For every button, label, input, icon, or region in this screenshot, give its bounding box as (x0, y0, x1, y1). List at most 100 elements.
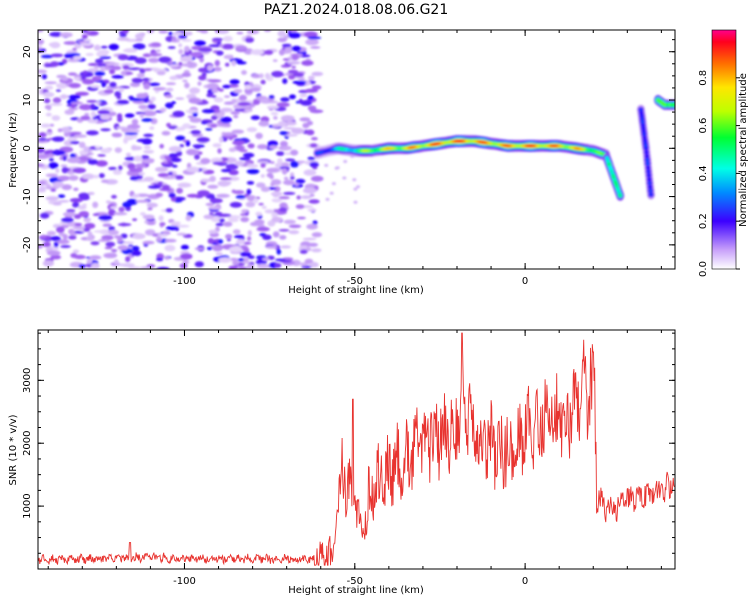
noise-cell (168, 171, 174, 176)
noise-cell (134, 57, 147, 64)
noise-cell (108, 229, 119, 236)
ridge-cell (648, 185, 653, 189)
noise-cell (207, 79, 222, 83)
noise-cell (93, 174, 99, 179)
noise-cell (260, 79, 266, 85)
y-tick-label: 0 (22, 145, 33, 151)
noise-cell (238, 94, 247, 101)
noise-cell (90, 241, 100, 246)
noise-cell (232, 229, 241, 235)
noise-cell (185, 215, 192, 222)
noise-cell (89, 255, 102, 260)
noise-cell (87, 191, 95, 196)
ridge-cell (646, 173, 651, 178)
noise-cell (292, 80, 307, 85)
x-tick-label: -100 (173, 576, 196, 587)
noise-cell (212, 161, 224, 165)
noise-cell (262, 257, 270, 261)
noise-cell (127, 163, 136, 170)
noise-cell (114, 91, 122, 98)
noise-cell (185, 109, 199, 114)
noise-cell (282, 78, 288, 84)
noise-cell (208, 44, 223, 48)
noise-cell (38, 39, 45, 45)
noise-cell (38, 69, 48, 74)
noise-cell (253, 197, 259, 204)
noise-cell (86, 259, 93, 265)
noise-cell (58, 136, 65, 142)
noise-cell (200, 99, 207, 104)
noise-cell (176, 187, 184, 194)
noise-cell (331, 182, 336, 186)
ridge-cell (646, 169, 651, 174)
noise-cell (90, 84, 101, 88)
noise-cell (214, 59, 220, 67)
noise-cell (310, 175, 324, 182)
noise-cell (342, 176, 347, 180)
noise-cell (45, 173, 59, 178)
noise-cell (96, 76, 103, 80)
noise-cell (38, 244, 43, 249)
noise-cell (49, 102, 63, 106)
noise-cell (295, 178, 306, 184)
noise-cell (310, 46, 321, 49)
noise-cell (131, 146, 143, 151)
noise-cell (132, 43, 146, 50)
noise-cell (102, 223, 112, 227)
noise-cell (207, 184, 219, 189)
noise-cell (56, 89, 61, 92)
noise-cell (150, 96, 156, 102)
noise-cell (246, 127, 258, 133)
noise-cell (329, 191, 334, 195)
noise-cell (135, 33, 145, 40)
noise-cell (247, 143, 255, 149)
noise-cell (83, 146, 90, 153)
noise-cell (73, 187, 79, 191)
noise-cell (308, 199, 320, 204)
noise-cell (183, 31, 193, 36)
noise-cell (82, 70, 89, 75)
noise-cell (125, 72, 134, 75)
noise-cell (287, 61, 301, 65)
noise-cell (68, 72, 77, 76)
noise-cell (212, 245, 223, 252)
noise-cell (51, 115, 61, 121)
noise-cell (147, 207, 153, 211)
noise-cell (228, 265, 238, 269)
noise-cell (72, 249, 80, 254)
noise-cell (118, 206, 125, 212)
noise-cell (251, 73, 262, 79)
noise-cell (258, 255, 264, 262)
noise-cell (246, 168, 260, 175)
ridge-cell (641, 123, 645, 127)
noise-cell (291, 45, 302, 52)
noise-cell (276, 151, 285, 157)
noise-cell (311, 137, 318, 141)
spectrogram-frame (37, 29, 676, 270)
noise-cell (71, 103, 76, 109)
noise-cell (352, 178, 357, 182)
noise-cell (309, 161, 319, 168)
noise-cell (124, 113, 135, 118)
noise-cell (38, 46, 43, 50)
noise-cell (81, 173, 95, 180)
noise-cell (110, 249, 118, 252)
noise-cell (118, 165, 123, 171)
noise-cell (279, 166, 291, 170)
noise-cell (122, 64, 130, 70)
ridge-cell (648, 189, 653, 193)
noise-cell (210, 124, 218, 128)
noise-cell (143, 83, 151, 90)
noise-cell (159, 143, 164, 149)
noise-cell (116, 126, 128, 130)
noise-cell (66, 157, 81, 164)
noise-cell (50, 53, 64, 58)
noise-cell (260, 186, 270, 192)
noise-cell (288, 69, 299, 74)
noise-cell (206, 93, 213, 98)
noise-cell (84, 222, 96, 229)
noise-cell (179, 144, 184, 148)
noise-cell (212, 38, 224, 41)
noise-cell (143, 176, 155, 182)
noise-cell (81, 34, 88, 40)
